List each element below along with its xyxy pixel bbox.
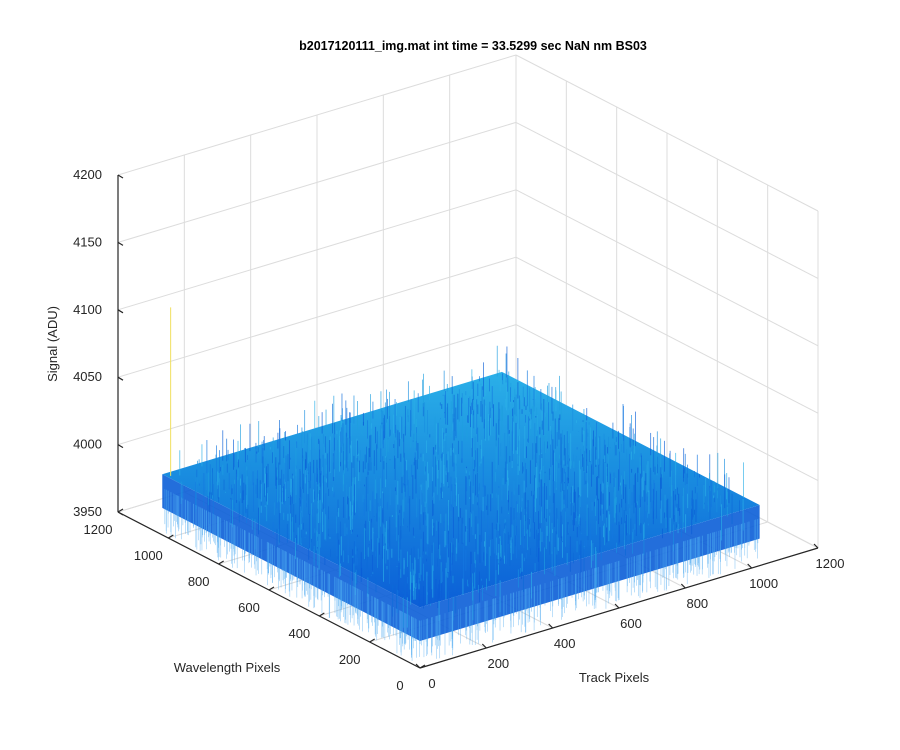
x-tick-label: 1200 xyxy=(816,556,845,571)
grid-line xyxy=(515,121,819,279)
z-tick-label: 3950 xyxy=(73,504,102,519)
y-tick-mark xyxy=(369,638,375,643)
surface-layer xyxy=(162,307,760,661)
surface-top-face xyxy=(162,371,760,608)
z-tick-label: 4050 xyxy=(73,369,102,384)
x-tick-label: 200 xyxy=(487,656,509,671)
y-tick-mark xyxy=(218,560,224,565)
z-tick-mark xyxy=(117,444,124,449)
axes-layer xyxy=(117,174,819,669)
x-tick-mark xyxy=(481,643,487,649)
tick-labels: 0 200 400 600 800 1000 1200 0 200 400 600 800 1000 12… xyxy=(73,167,844,693)
z-tick-mark xyxy=(117,241,124,246)
x-tick-label: 800 xyxy=(686,596,708,611)
y-tick-mark xyxy=(117,508,124,513)
x-tick-mark xyxy=(813,543,819,549)
grid-line xyxy=(117,324,517,446)
x-tick-mark xyxy=(614,603,620,609)
z-tick-label: 4150 xyxy=(73,234,102,249)
y-tick-label: 800 xyxy=(188,574,210,589)
grid-line xyxy=(515,189,819,347)
y-axis-label: Wavelength Pixels xyxy=(174,660,281,675)
grid-line xyxy=(117,256,517,378)
z-tick-mark xyxy=(117,511,124,516)
x-tick-mark xyxy=(548,623,554,629)
z-tick-label: 4000 xyxy=(73,437,102,452)
x-axis-label: Track Pixels xyxy=(579,670,650,685)
y-tick-label: 600 xyxy=(238,600,260,615)
x-tick-mark xyxy=(680,583,686,589)
z-tick-mark xyxy=(117,174,124,179)
y-tick-label: 1000 xyxy=(134,548,163,563)
z-axis-label: Signal (ADU) xyxy=(45,306,60,382)
z-tick-label: 4100 xyxy=(73,302,102,317)
y-tick-label: 1200 xyxy=(84,522,113,537)
x-tick-label: 1000 xyxy=(749,576,778,591)
chart-title: b2017120111_img.mat int time = 33.5299 s… xyxy=(299,39,647,53)
x-tick-mark xyxy=(747,563,753,569)
y-tick-label: 0 xyxy=(396,678,403,693)
grid-line xyxy=(117,54,517,176)
x-tick-label: 0 xyxy=(428,676,435,691)
z-tick-mark xyxy=(117,309,124,314)
x-tick-label: 600 xyxy=(620,616,642,631)
y-tick-mark xyxy=(319,612,325,617)
y-tick-label: 200 xyxy=(339,652,361,667)
surface-front-right-face xyxy=(420,504,760,642)
y-tick-label: 400 xyxy=(288,626,310,641)
y-tick-mark xyxy=(168,534,174,539)
grid-line xyxy=(117,121,517,243)
grid-line xyxy=(117,189,517,311)
x-tick-mark xyxy=(415,663,421,669)
y-tick-mark xyxy=(268,586,275,591)
grid-line xyxy=(515,256,819,414)
grid-line xyxy=(515,324,819,482)
x-tick-label: 400 xyxy=(554,636,576,651)
z-tick-mark xyxy=(117,376,124,381)
z-tick-label: 4200 xyxy=(73,167,102,182)
y-tick-mark xyxy=(419,664,426,669)
grid-line xyxy=(515,54,819,212)
